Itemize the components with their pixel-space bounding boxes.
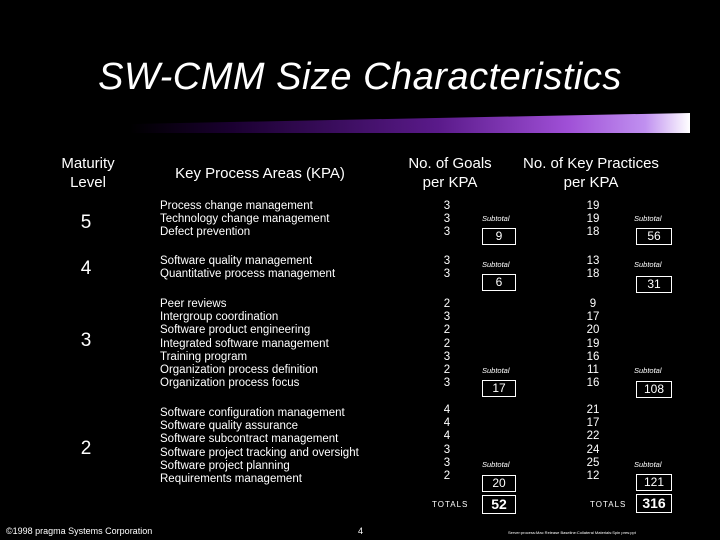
goals-subtotal-label: Subtotal [482, 260, 510, 269]
goals-list-level-2: 4 4 4 3 3 2 [443, 404, 451, 483]
header-maturity-level: Maturity Level [61, 155, 115, 191]
goals-totals-label: TOTALS [432, 500, 469, 509]
goals-subtotal-level-5: 9 [482, 228, 516, 245]
practices-subtotal-level-3: 108 [636, 381, 672, 398]
footer-file-path: Server:process:Mac Release Baseline:Coll… [508, 530, 636, 535]
practices-list-level-4: 13 18 [586, 255, 600, 281]
practices-subtotal-level-2: 121 [636, 474, 672, 491]
maturity-level-2: 2 [80, 438, 92, 459]
practices-list-level-2: 21 17 22 24 25 12 [586, 404, 600, 483]
goals-subtotal-label: Subtotal [482, 366, 510, 375]
goals-list-level-3: 2 3 2 2 3 2 3 [443, 298, 451, 390]
title-swoosh [130, 113, 690, 133]
kpa-list-level-2: Software configuration management Softwa… [160, 407, 359, 486]
practices-list-level-3: 9 17 20 19 16 11 16 [586, 298, 600, 390]
kpa-list-level-3: Peer reviews Intergroup coordination Sof… [160, 298, 329, 390]
header-goals: No. of Goals per KPA [408, 155, 492, 191]
kpa-list-level-4: Software quality management Quantitative… [160, 255, 336, 281]
footer-page-number: 4 [358, 526, 364, 536]
practices-list-level-5: 19 19 18 [586, 200, 600, 239]
goals-total: 52 [482, 495, 516, 514]
practices-subtotal-level-5: 56 [636, 228, 672, 245]
maturity-level-4: 4 [80, 258, 92, 279]
header-kpa: Key Process Areas (KPA) [175, 165, 345, 182]
goals-subtotal-label: Subtotal [482, 460, 510, 469]
goals-subtotal-label: Subtotal [482, 214, 510, 223]
kpa-list-level-5: Process change management Technology cha… [160, 200, 330, 239]
practices-totals-label: TOTALS [590, 500, 627, 509]
practices-subtotal-label: Subtotal [634, 366, 662, 375]
maturity-level-5: 5 [80, 212, 92, 233]
goals-subtotal-level-3: 17 [482, 380, 516, 397]
slide-title: SW-CMM Size Characteristics [98, 56, 622, 98]
practices-subtotal-label: Subtotal [634, 260, 662, 269]
goals-subtotal-level-4: 6 [482, 274, 516, 291]
practices-subtotal-label: Subtotal [634, 460, 662, 469]
header-practices: No. of Key Practices per KPA [523, 155, 659, 191]
maturity-level-3: 3 [80, 330, 92, 351]
goals-list-level-5: 3 3 3 [443, 200, 451, 239]
practices-subtotal-level-4: 31 [636, 276, 672, 293]
footer-copyright: ©1998 pragma Systems Corporation [6, 526, 153, 536]
goals-list-level-4: 3 3 [443, 255, 451, 281]
practices-total: 316 [636, 494, 672, 513]
practices-subtotal-label: Subtotal [634, 214, 662, 223]
goals-subtotal-level-2: 20 [482, 475, 516, 492]
